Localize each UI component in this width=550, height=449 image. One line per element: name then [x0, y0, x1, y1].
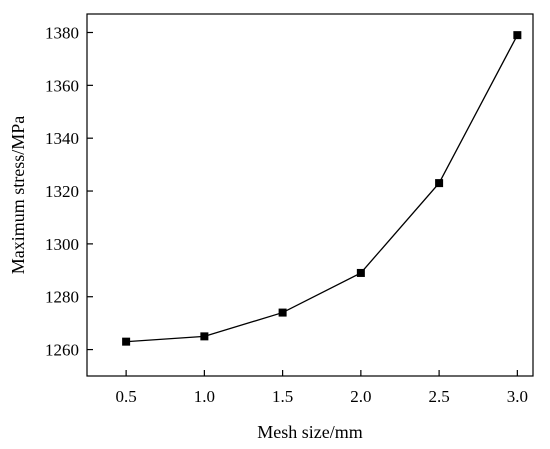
y-tick-label: 1280 — [45, 288, 79, 307]
y-tick-label: 1360 — [45, 76, 79, 95]
data-point — [513, 31, 522, 40]
x-tick-label: 2.5 — [428, 387, 449, 406]
data-point — [356, 268, 365, 277]
x-tick-label: 0.5 — [115, 387, 136, 406]
series-group — [122, 31, 522, 346]
x-tick-label: 2.0 — [350, 387, 371, 406]
y-tick-label: 1380 — [45, 23, 79, 42]
series-line — [126, 34, 518, 343]
data-point — [278, 308, 287, 317]
y-tick-label: 1340 — [45, 129, 79, 148]
y-axis-tick-labels: 1260 1280 1300 1320 1340 1360 1380 — [45, 23, 79, 359]
y-axis-ticks — [87, 31, 93, 351]
data-point — [200, 332, 209, 341]
y-axis-title: Maximum stress/MPa — [8, 116, 28, 275]
x-axis-title: Mesh size/mm — [257, 422, 363, 442]
x-tick-label: 3.0 — [507, 387, 528, 406]
y-tick-label: 1260 — [45, 341, 79, 360]
data-point — [435, 179, 444, 188]
data-point — [122, 337, 131, 346]
x-axis-ticks — [125, 370, 518, 376]
x-tick-label: 1.5 — [272, 387, 293, 406]
x-axis-tick-labels: 0.5 1.0 1.5 2.0 2.5 3.0 — [115, 387, 527, 406]
y-tick-label: 1300 — [45, 235, 79, 254]
plot-frame — [86, 13, 534, 377]
y-tick-label: 1320 — [45, 182, 79, 201]
x-tick-label: 1.0 — [194, 387, 215, 406]
